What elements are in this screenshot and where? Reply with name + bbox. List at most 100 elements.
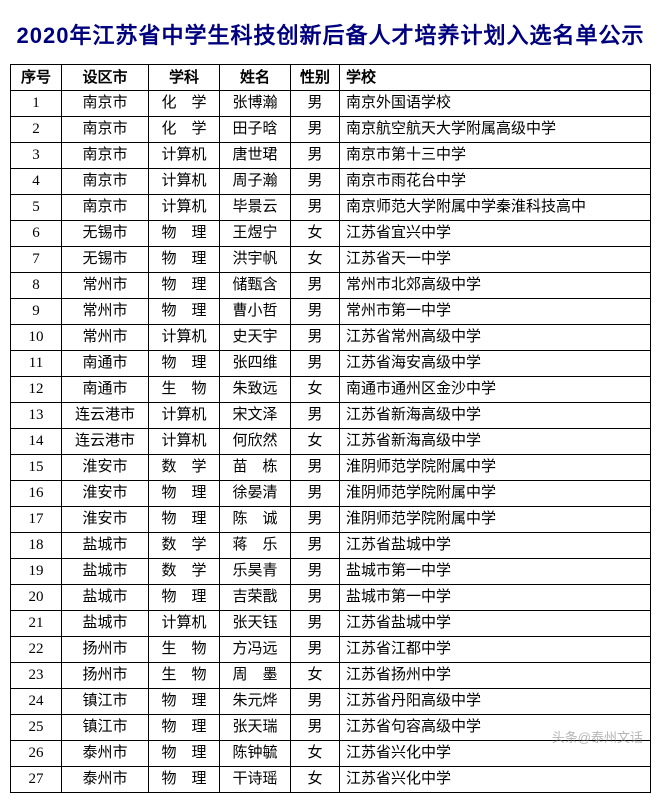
cell-school: 江苏省扬州中学 — [340, 663, 651, 689]
cell-idx: 18 — [11, 533, 62, 559]
cell-school: 江苏省天一中学 — [340, 247, 651, 273]
cell-name: 陈 诚 — [220, 507, 291, 533]
cell-subject: 物 理 — [149, 767, 220, 793]
cell-school: 南京外国语学校 — [340, 91, 651, 117]
cell-name: 曹小哲 — [220, 299, 291, 325]
cell-subject: 物 理 — [149, 481, 220, 507]
cell-sex: 男 — [291, 169, 340, 195]
cell-idx: 15 — [11, 455, 62, 481]
cell-subject: 物 理 — [149, 221, 220, 247]
cell-name: 干诗瑶 — [220, 767, 291, 793]
cell-sex: 男 — [291, 507, 340, 533]
cell-subject: 计算机 — [149, 429, 220, 455]
cell-school: 江苏省兴化中学 — [340, 741, 651, 767]
cell-idx: 20 — [11, 585, 62, 611]
cell-subject: 化 学 — [149, 117, 220, 143]
cell-city: 南通市 — [62, 377, 149, 403]
cell-sex: 男 — [291, 403, 340, 429]
cell-sex: 男 — [291, 715, 340, 741]
table-row: 4南京市计算机周子瀚男南京市雨花台中学 — [11, 169, 651, 195]
cell-school: 江苏省兴化中学 — [340, 767, 651, 793]
table-row: 9常州市物 理曹小哲男常州市第一中学 — [11, 299, 651, 325]
cell-subject: 计算机 — [149, 325, 220, 351]
cell-city: 常州市 — [62, 273, 149, 299]
cell-sex: 男 — [291, 143, 340, 169]
cell-subject: 计算机 — [149, 143, 220, 169]
cell-subject: 物 理 — [149, 351, 220, 377]
cell-city: 盐城市 — [62, 611, 149, 637]
cell-city: 淮安市 — [62, 455, 149, 481]
cell-city: 盐城市 — [62, 533, 149, 559]
cell-subject: 生 物 — [149, 377, 220, 403]
cell-idx: 21 — [11, 611, 62, 637]
table-row: 20盐城市物 理吉荣戬男盐城市第一中学 — [11, 585, 651, 611]
cell-subject: 物 理 — [149, 741, 220, 767]
table-row: 16淮安市物 理徐晏清男淮阴师范学院附属中学 — [11, 481, 651, 507]
cell-city: 南京市 — [62, 91, 149, 117]
cell-city: 南京市 — [62, 143, 149, 169]
cell-subject: 计算机 — [149, 403, 220, 429]
cell-name: 张天瑞 — [220, 715, 291, 741]
table-row: 22扬州市生 物方冯远男江苏省江都中学 — [11, 637, 651, 663]
cell-city: 扬州市 — [62, 637, 149, 663]
cell-sex: 女 — [291, 377, 340, 403]
cell-idx: 16 — [11, 481, 62, 507]
cell-sex: 男 — [291, 559, 340, 585]
cell-city: 淮安市 — [62, 481, 149, 507]
cell-sex: 男 — [291, 533, 340, 559]
cell-name: 周子瀚 — [220, 169, 291, 195]
cell-name: 张天钰 — [220, 611, 291, 637]
cell-sex: 女 — [291, 247, 340, 273]
cell-city: 盐城市 — [62, 559, 149, 585]
table-row: 5南京市计算机毕景云男南京师范大学附属中学秦淮科技高中 — [11, 195, 651, 221]
cell-name: 何欣然 — [220, 429, 291, 455]
cell-city: 镇江市 — [62, 689, 149, 715]
cell-idx: 3 — [11, 143, 62, 169]
table-row: 18盐城市数 学蒋 乐男江苏省盐城中学 — [11, 533, 651, 559]
table-row: 8常州市物 理储甄含男常州市北郊高级中学 — [11, 273, 651, 299]
table-row: 15淮安市数 学苗 栋男淮阴师范学院附属中学 — [11, 455, 651, 481]
cell-idx: 22 — [11, 637, 62, 663]
cell-city: 无锡市 — [62, 221, 149, 247]
cell-sex: 男 — [291, 91, 340, 117]
cell-sex: 男 — [291, 117, 340, 143]
cell-school: 江苏省江都中学 — [340, 637, 651, 663]
cell-city: 连云港市 — [62, 403, 149, 429]
cell-school: 江苏省海安高级中学 — [340, 351, 651, 377]
cell-subject: 计算机 — [149, 195, 220, 221]
cell-city: 常州市 — [62, 325, 149, 351]
cell-city: 常州市 — [62, 299, 149, 325]
cell-idx: 2 — [11, 117, 62, 143]
cell-sex: 男 — [291, 455, 340, 481]
cell-city: 泰州市 — [62, 767, 149, 793]
cell-name: 田子晗 — [220, 117, 291, 143]
cell-school: 江苏省丹阳高级中学 — [340, 689, 651, 715]
table-row: 17淮安市物 理陈 诚男淮阴师范学院附属中学 — [11, 507, 651, 533]
cell-name: 乐昊青 — [220, 559, 291, 585]
header-city: 设区市 — [62, 65, 149, 91]
cell-school: 南京航空航天大学附属高级中学 — [340, 117, 651, 143]
cell-subject: 生 物 — [149, 663, 220, 689]
cell-subject: 数 学 — [149, 455, 220, 481]
cell-city: 扬州市 — [62, 663, 149, 689]
cell-name: 蒋 乐 — [220, 533, 291, 559]
header-subject: 学科 — [149, 65, 220, 91]
cell-city: 南京市 — [62, 169, 149, 195]
cell-name: 王煜宁 — [220, 221, 291, 247]
cell-idx: 17 — [11, 507, 62, 533]
cell-city: 无锡市 — [62, 247, 149, 273]
cell-sex: 男 — [291, 273, 340, 299]
page-title: 2020年江苏省中学生科技创新后备人才培养计划入选名单公示 — [10, 18, 651, 50]
cell-subject: 物 理 — [149, 585, 220, 611]
cell-sex: 男 — [291, 611, 340, 637]
cell-subject: 物 理 — [149, 689, 220, 715]
table-header-row: 序号 设区市 学科 姓名 性别 学校 — [11, 65, 651, 91]
cell-sex: 女 — [291, 741, 340, 767]
table-row: 27泰州市物 理干诗瑶女江苏省兴化中学 — [11, 767, 651, 793]
cell-idx: 27 — [11, 767, 62, 793]
table-row: 13连云港市计算机宋文泽男江苏省新海高级中学 — [11, 403, 651, 429]
cell-name: 方冯远 — [220, 637, 291, 663]
cell-name: 朱元烨 — [220, 689, 291, 715]
cell-sex: 男 — [291, 325, 340, 351]
roster-table: 序号 设区市 学科 姓名 性别 学校 1南京市化 学张博瀚男南京外国语学校2南京… — [10, 64, 651, 793]
